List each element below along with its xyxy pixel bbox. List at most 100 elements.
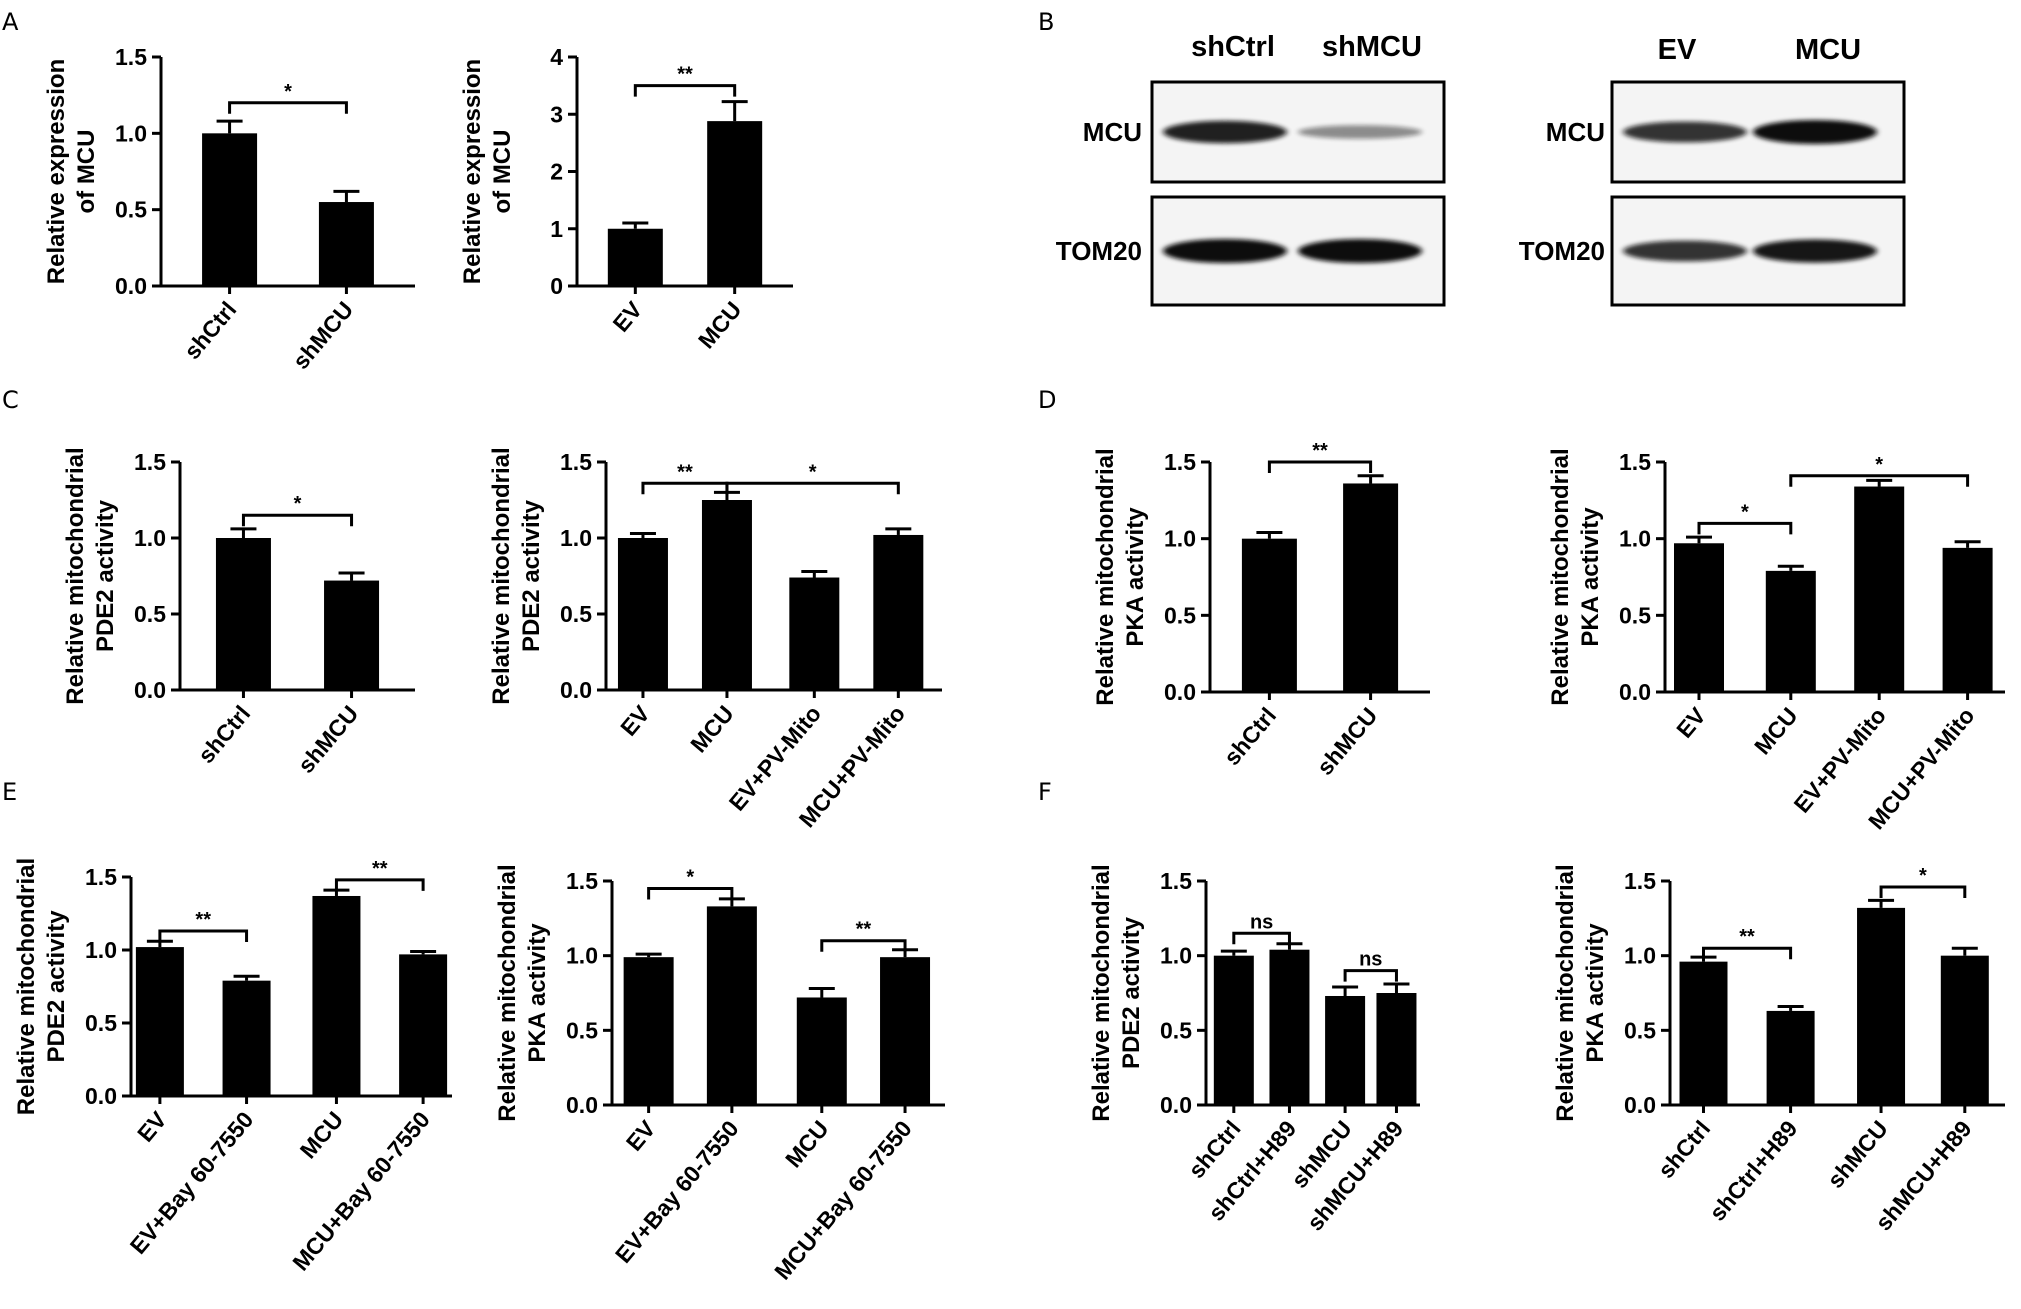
chart-d2: 0.0 0.5 1.0 1.5 Relative mitochondrial PKA ac… — [1547, 448, 2005, 834]
y-tick-label: 1.5 — [560, 449, 592, 475]
significance-label: ** — [677, 64, 693, 86]
blot-row-label: TOM20 — [1056, 236, 1142, 266]
significance-label: ** — [372, 858, 388, 880]
significance-label: * — [284, 81, 292, 103]
bar — [1854, 486, 1905, 692]
x-tick-label: shMCU — [287, 297, 358, 374]
bar — [318, 202, 374, 286]
significance-label: ns — [1359, 949, 1382, 971]
panel-letter-f: F — [1038, 778, 1052, 806]
significance-label: ** — [1739, 926, 1755, 948]
x-tick-label: shCtrl — [1219, 703, 1282, 771]
y-tick-label: 0.5 — [115, 197, 147, 223]
bar — [1765, 570, 1816, 692]
bar — [399, 954, 448, 1096]
x-tick-label: EV — [621, 1115, 661, 1156]
y-tick-label: 0.5 — [566, 1017, 598, 1043]
x-tick-label: EV — [608, 296, 648, 337]
blot-band — [1753, 120, 1877, 144]
x-tick-label: EV — [615, 700, 655, 741]
y-axis-label: PDE2 activity — [1118, 916, 1145, 1069]
blot-band — [1623, 121, 1747, 143]
y-tick-label: 0.5 — [134, 601, 166, 627]
lane-label: EV — [1658, 34, 1697, 66]
y-axis-label: Relative mitochondrial — [1552, 864, 1579, 1121]
significance-bracket: ** — [820, 919, 907, 952]
blot-band — [1623, 240, 1747, 262]
y-tick-label: 1.5 — [1624, 868, 1656, 894]
blot-row-label: MCU — [1546, 117, 1605, 147]
bar — [222, 980, 271, 1096]
y-tick-label: 0.5 — [1624, 1017, 1656, 1043]
bar — [1213, 955, 1254, 1105]
bar — [1766, 1010, 1815, 1105]
bracket-line — [1879, 885, 1967, 898]
significance-label: ** — [1312, 440, 1328, 462]
y-axis-label: Relative mitochondrial — [1092, 448, 1119, 705]
bar — [1857, 907, 1906, 1105]
bar — [607, 228, 663, 286]
bracket-line — [1702, 946, 1793, 960]
y-tick-label: 1.0 — [1624, 943, 1656, 969]
y-tick-label: 0.5 — [1164, 602, 1196, 628]
chart-c2: 0.0 0.5 1.0 1.5 Relative mitochondrial PDE2 a… — [488, 447, 942, 832]
western-blot-b2: EV MCU MCU TOM20 — [1519, 34, 1906, 307]
y-tick-label: 1.5 — [85, 864, 117, 890]
significance-label: * — [294, 493, 302, 515]
y-tick-label: 0 — [550, 273, 563, 299]
significance-bracket: * — [1879, 865, 1967, 898]
lane-label: shMCU — [1322, 31, 1422, 63]
y-tick-label: 0.0 — [1619, 679, 1651, 705]
chart-a1: 0.0 0.5 1.0 1.5 Relative expression of MCU shC… — [43, 44, 415, 374]
chart-e2: 0.0 0.5 1.0 1.5 Relative mitochondrial PKA ac… — [494, 864, 945, 1285]
bar — [135, 947, 184, 1096]
y-axis-label: PDE2 activity — [92, 499, 119, 652]
significance-label: * — [686, 866, 694, 888]
significance-bracket: ns — [1343, 949, 1398, 982]
x-tick-label: MCU — [295, 1107, 349, 1164]
x-tick-label: shMCU — [1822, 1116, 1893, 1193]
bar — [707, 121, 763, 287]
y-tick-label: 0.5 — [1619, 602, 1651, 628]
bar — [617, 538, 668, 690]
bracket-line — [241, 513, 354, 527]
x-tick-label: EV+PV-Mito — [1789, 703, 1891, 818]
x-tick-label: shCtrl — [1653, 1116, 1716, 1184]
x-tick-label: EV — [1671, 702, 1711, 743]
western-blot-b1: shCtrl shMCU MCU TOM20 — [1056, 31, 1446, 307]
significance-label: * — [809, 461, 817, 483]
y-tick-label: 1.0 — [1160, 943, 1192, 969]
y-axis-label: PKA activity — [524, 923, 551, 1063]
y-axis-label: PKA activity — [1577, 507, 1604, 647]
bar — [215, 538, 271, 690]
x-tick-label: shCtrl+H89 — [1704, 1116, 1802, 1226]
lane-label: MCU — [1795, 34, 1861, 66]
western-blots-layer: shCtrl shMCU MCU TOM20 EV MCU MCU TOM20 — [1056, 31, 1906, 307]
bar — [1940, 955, 1989, 1105]
y-tick-label: 2 — [550, 159, 563, 185]
blot-row-mcu: MCU — [1083, 80, 1446, 184]
significance-bracket: ** — [1267, 440, 1373, 473]
y-tick-label: 0.0 — [560, 677, 592, 703]
bar — [796, 997, 847, 1105]
bar — [312, 895, 361, 1096]
significance-bracket: ** — [1702, 926, 1793, 960]
y-axis-label: Relative expression — [459, 59, 486, 284]
y-axis-label: PKA activity — [1582, 923, 1609, 1063]
bar — [789, 577, 840, 690]
bracket-line — [1267, 460, 1373, 473]
y-axis-label: Relative mitochondrial — [13, 858, 40, 1115]
y-tick-label: 0.5 — [85, 1010, 117, 1036]
chart-a2: 0 1 2 3 4 Relative expression of MCU EV MCU ** — [459, 44, 793, 353]
y-axis-label: PDE2 activity — [518, 499, 545, 652]
bar — [706, 906, 757, 1105]
significance-bracket: * — [647, 866, 734, 900]
bracket-line — [1232, 931, 1291, 945]
significance-label: ** — [195, 909, 211, 931]
bar — [701, 500, 752, 690]
significance-bracket: * — [725, 461, 900, 495]
blot-row-label: TOM20 — [1519, 236, 1605, 266]
y-tick-label: 1.0 — [566, 943, 598, 969]
y-tick-label: 1.5 — [134, 449, 166, 475]
